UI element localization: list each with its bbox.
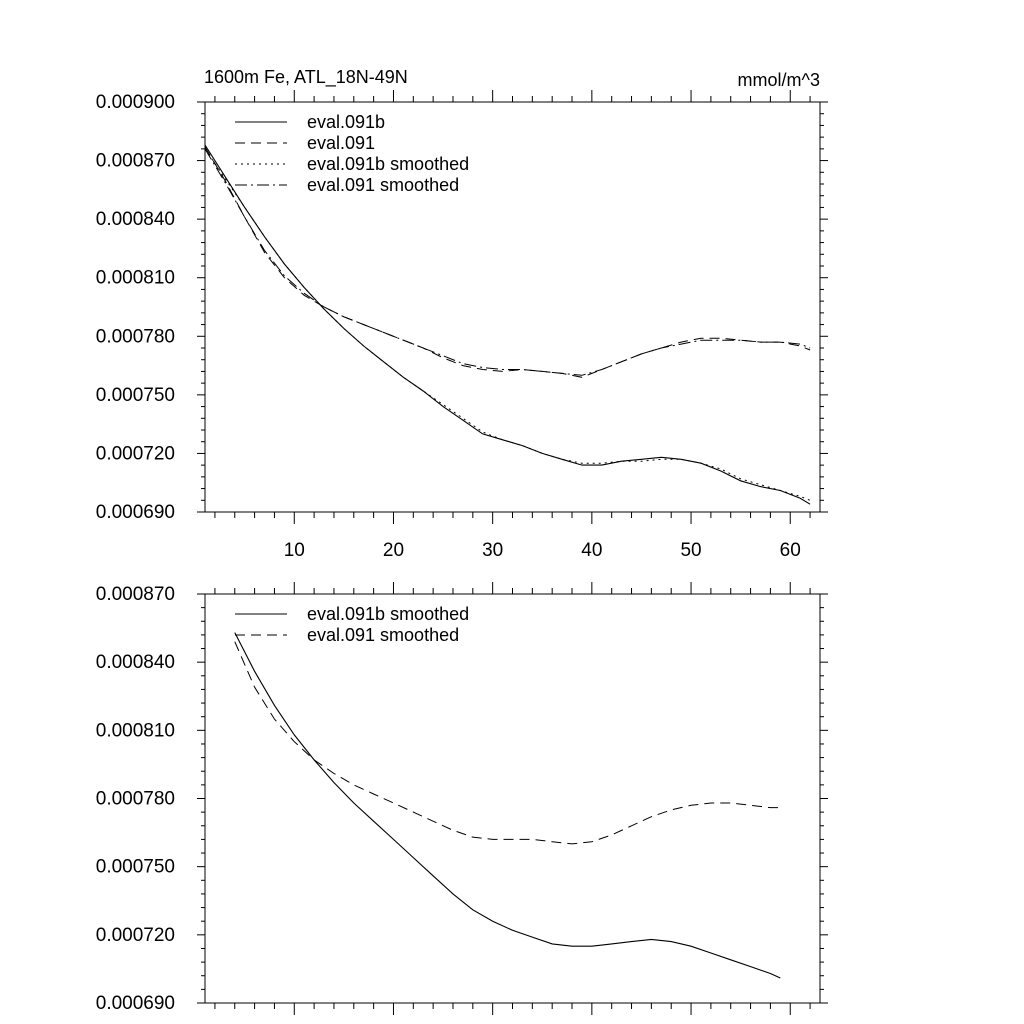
y-tick-label: 0.000690 (96, 502, 175, 523)
x-tick-label: 30 (482, 540, 503, 561)
series-line-eval-091-smoothed (204, 148, 811, 376)
legend-label: eval.091b smoothed (307, 154, 469, 174)
y-tick-label: 0.000690 (96, 993, 175, 1014)
x-tick-label: 50 (680, 540, 701, 561)
y-tick-label: 0.000780 (96, 326, 175, 347)
x-tick-label: 10 (284, 540, 305, 561)
legend-label: eval.091 (307, 133, 375, 153)
y-tick-label: 0.000870 (96, 584, 175, 605)
series-line-eval-091b-smoothed (234, 632, 781, 979)
y-tick-label: 0.000810 (96, 268, 175, 289)
y-tick-label: 0.000750 (96, 857, 175, 878)
x-tick-label: 40 (581, 540, 602, 561)
bottom-line-chart: 0.000690 0.000720 0.000750 0.000780 0.000810… (96, 582, 828, 1015)
chart-title: 1600m Fe, ATL_18N-49N (204, 67, 408, 88)
series-line-eval-091 (204, 146, 811, 378)
y-tick-label: 0.000720 (96, 925, 175, 946)
legend-label: eval.091 smoothed (307, 625, 459, 645)
x-tick-label: 20 (383, 540, 404, 561)
units-label: mmol/m^3 (738, 70, 820, 90)
legend-label: eval.091b (307, 112, 385, 132)
legend-label: eval.091 smoothed (307, 175, 459, 195)
series-line-eval-091-smoothed (234, 641, 781, 845)
y-tick-label: 0.000750 (96, 385, 175, 406)
y-tick-label: 0.000840 (96, 652, 175, 673)
y-tick-label: 0.000780 (96, 789, 175, 810)
top-line-chart: 0.000690 0.000720 0.000750 0.000780 0.000810… (96, 90, 828, 561)
y-tick-label: 0.000840 (96, 209, 175, 230)
series-line-eval-091b-smoothed (204, 148, 811, 501)
x-tick-label: 60 (780, 540, 801, 561)
legend-label: eval.091b smoothed (307, 604, 469, 624)
y-tick-label: 0.000810 (96, 720, 175, 741)
y-tick-label: 0.000870 (96, 151, 175, 172)
y-tick-label: 0.000720 (96, 443, 175, 464)
y-tick-label: 0.000900 (96, 92, 175, 113)
